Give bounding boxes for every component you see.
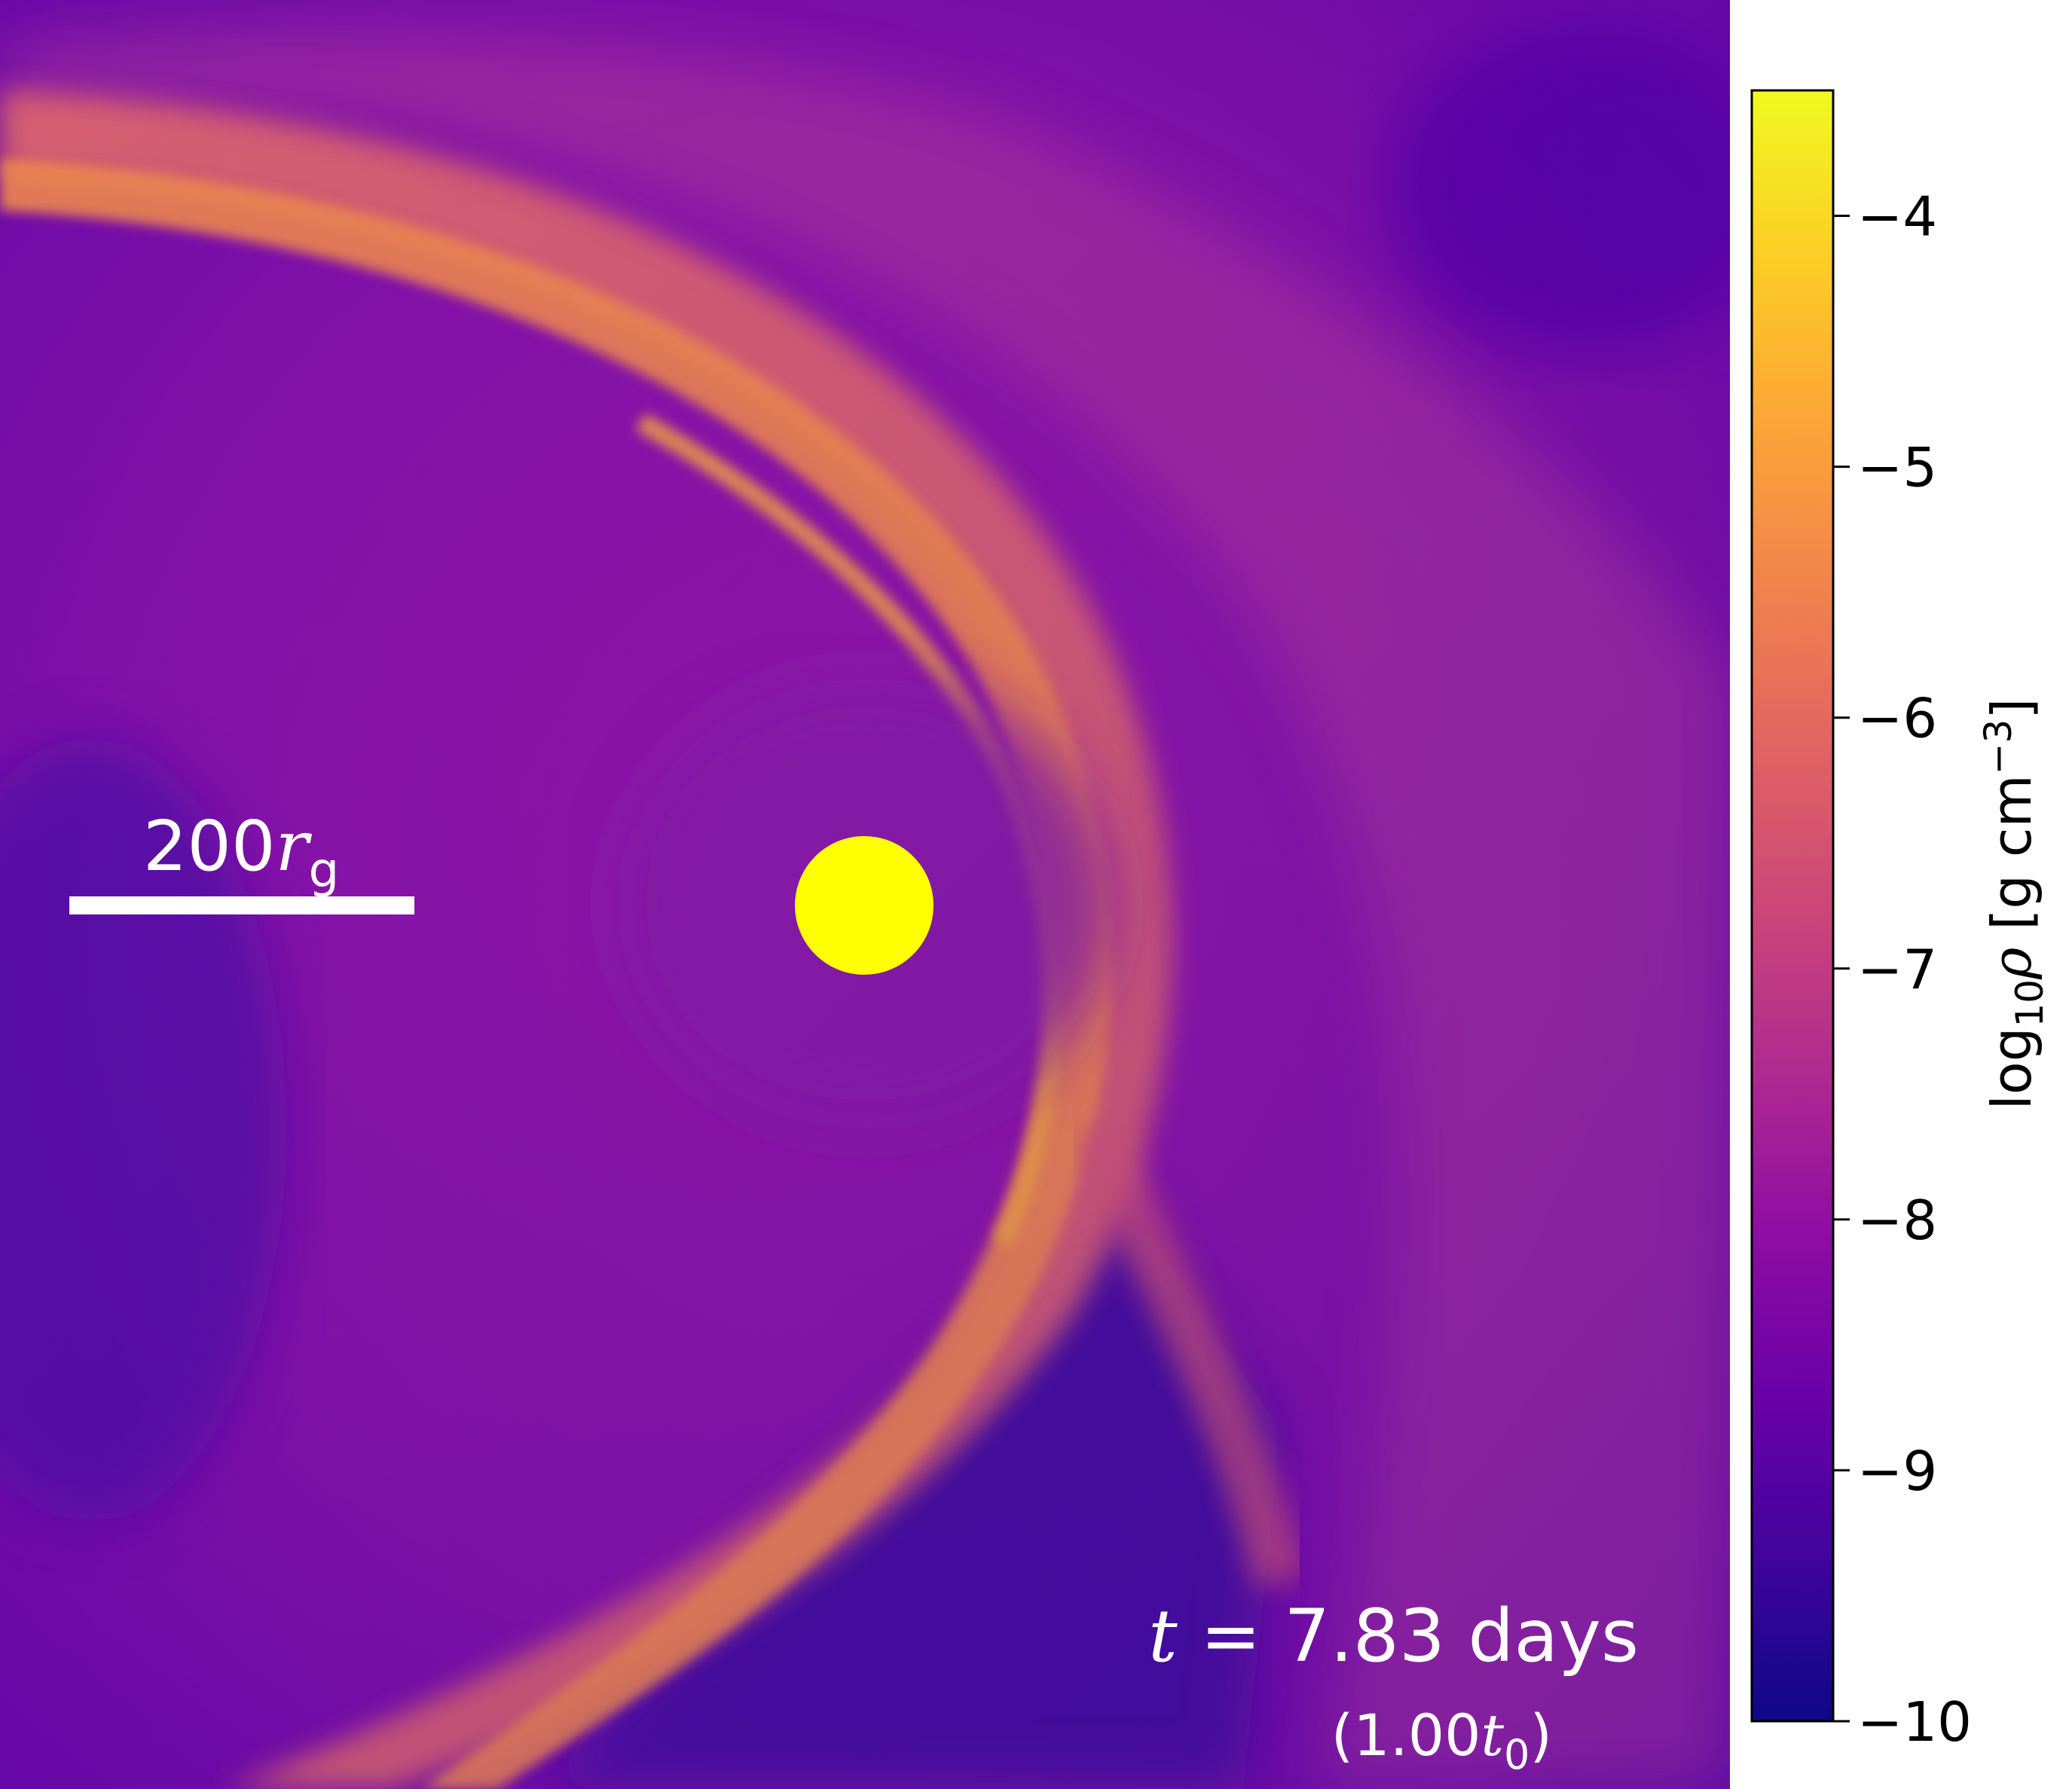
time-unit: days: [1445, 1594, 1639, 1678]
colorbar-tick-label: −4: [1857, 185, 1937, 249]
time-ratio-open: (: [1331, 1702, 1354, 1769]
colorbar-label: log10ρ [g cm−3]: [1976, 698, 2052, 1110]
colorbar-tick-label: −8: [1857, 1189, 1937, 1252]
colorbar-tick-label: −5: [1857, 436, 1937, 499]
colorbar-ticks: −4 −5 −6 −7 −8 −9 −10: [1833, 185, 1972, 1754]
time-value: 7.83: [1284, 1594, 1445, 1678]
scale-bar-sub: g: [308, 843, 339, 899]
colorbar-label-prefix: log: [1980, 1027, 2043, 1110]
colorbar-label-units-sup: −3: [1976, 719, 2020, 775]
time-ratio-sub: 0: [1504, 1731, 1530, 1778]
colorbar: −4 −5 −6 −7 −8 −9 −10 log10ρ [g cm−3]: [1750, 89, 2052, 1754]
colorbar-tick-label: −9: [1857, 1439, 1937, 1503]
colorbar-tick-label: −7: [1857, 938, 1937, 1001]
colorbar-label-symbol: ρ: [1980, 948, 2043, 980]
scale-bar-label: 200rg: [143, 806, 339, 899]
scale-bar-value: 200: [143, 806, 276, 887]
time-label: t = 7.83 days: [1148, 1594, 1639, 1678]
time-ratio-close: ): [1530, 1702, 1552, 1769]
time-ratio-label: (1.00t0): [1331, 1702, 1552, 1778]
colorbar-label-units: [g cm: [1980, 774, 2043, 947]
scale-bar-symbol: r: [276, 806, 313, 887]
time-symbol: t: [1148, 1594, 1178, 1678]
colorbar-label-units-close: ]: [1980, 698, 2043, 719]
colorbar-label-sub: 10: [2008, 979, 2052, 1027]
central-object: [795, 836, 934, 975]
scale-bar: [69, 896, 414, 914]
time-ratio-symbol: t: [1481, 1702, 1504, 1769]
time-ratio-value: 1.00: [1353, 1702, 1481, 1769]
colorbar-tick-label: −10: [1857, 1690, 1972, 1754]
colorbar-gradient: [1750, 89, 1835, 1723]
time-equals: =: [1178, 1594, 1284, 1678]
colorbar-tick-label: −6: [1857, 687, 1937, 750]
